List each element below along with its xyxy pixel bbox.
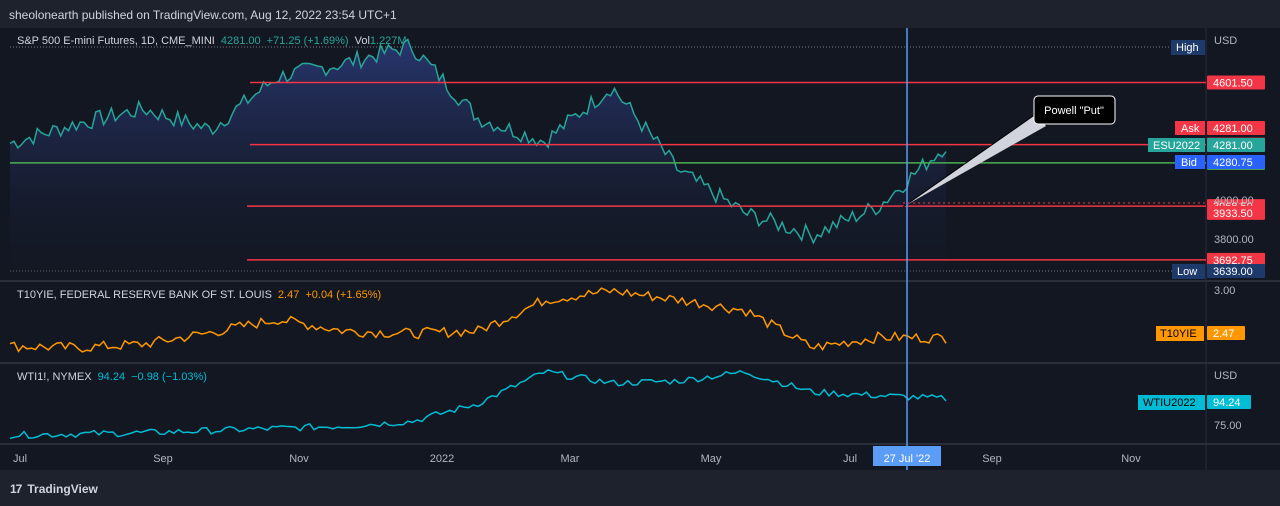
wti-price-tag: 94.24 — [1213, 397, 1241, 409]
level-price-tag-0-bg — [1207, 75, 1265, 90]
time-axis-label-1: Sep — [153, 453, 173, 465]
ask-tag-bg — [1175, 121, 1205, 135]
es-legend-vol-label: Vol — [354, 35, 370, 47]
time-axis-label-2: Nov — [289, 453, 309, 465]
t10-legend-last: 2.47 — [277, 289, 300, 301]
esu-price-tag: 4281.00 — [1213, 140, 1253, 152]
tradingview-logo-icon: 17 — [10, 482, 22, 496]
t10-price-tag-bg — [1207, 326, 1245, 340]
t10-y-tick-0: 3.00 — [1214, 285, 1235, 297]
callout-pointer-edge — [902, 113, 1037, 208]
wti-price-tag-bg — [1207, 395, 1251, 409]
wti-tag-bg — [1138, 395, 1205, 410]
time-axis-label-4: Mar — [561, 453, 580, 465]
esu-price-tag-bg — [1207, 138, 1265, 152]
t10-tag-label: T10YIE — [1160, 328, 1197, 340]
es-legend-symbol: S&P 500 E-mini Futures, 1D, CME_MINI — [17, 35, 215, 47]
es-y-tick-1: 4000.00 — [1214, 195, 1254, 207]
high-tag-label: High — [1176, 42, 1199, 54]
es-area — [10, 39, 946, 280]
low-price-tag-bg — [1207, 264, 1265, 278]
time-axis-label-0: Jul — [13, 453, 27, 465]
low-tag-bg — [1172, 264, 1205, 279]
bid-tag-bg — [1175, 155, 1205, 169]
wti-legend-symbol: WTI1!, NYMEX — [17, 371, 92, 383]
wti-series-line — [9, 369, 947, 440]
bid-price-tag: 4280.75 — [1213, 157, 1253, 169]
time-axis-label-3: 2022 — [430, 453, 454, 465]
wti-legend[interactable]: WTI1!, NYMEX 94.24 −0.98 (−1.03%) — [17, 371, 207, 383]
callout-box — [1033, 95, 1116, 125]
published-caption: sheolonearth published on TradingView.co… — [9, 8, 397, 22]
esu-tag-label: ESU2022 — [1153, 140, 1200, 152]
tradingview-brand-name: TradingView — [27, 482, 98, 496]
t10-legend[interactable]: T10YIE, FEDERAL RESERVE BANK OF ST. LOUI… — [17, 289, 381, 301]
ask-price-tag-bg — [1207, 121, 1265, 135]
level-price-tag-5-bg — [1207, 252, 1265, 267]
esu-tag-bg — [1148, 138, 1205, 152]
level-price-tag-4: 3933.50 — [1213, 208, 1253, 220]
crosshair-time-label: 27 Jul '22 — [884, 453, 931, 465]
time-axis-label-8: Nov — [1121, 453, 1141, 465]
wti-legend-change: −0.98 (−1.03%) — [131, 371, 207, 383]
t10-series-line — [9, 287, 947, 353]
level-price-tag-5: 3692.75 — [1213, 255, 1253, 267]
wti-currency-label: USD — [1214, 370, 1237, 382]
ask-tag-label: Ask — [1181, 123, 1200, 135]
bid-tag-label: Bid — [1181, 157, 1197, 169]
callout-pointer — [903, 114, 1046, 207]
callout-label: Powell "Put" — [1044, 105, 1104, 117]
tradingview-logo[interactable]: 17 TradingView — [10, 482, 98, 496]
es-legend[interactable]: S&P 500 E-mini Futures, 1D, CME_MINI 428… — [17, 35, 407, 47]
time-axis-label-7: Sep — [982, 453, 1002, 465]
ask-price-tag: 4281.00 — [1213, 123, 1253, 135]
es-legend-change: +71.25 (+1.69%) — [266, 35, 349, 47]
header-bar: sheolonearth published on TradingView.co… — [0, 0, 1280, 28]
t10-legend-change: +0.04 (+1.65%) — [305, 289, 382, 301]
low-tag-label: Low — [1177, 266, 1197, 278]
es-legend-last: 4281.00 — [220, 35, 261, 47]
high-tag-bg — [1171, 40, 1205, 55]
t10-price-tag: 2.47 — [1213, 328, 1234, 340]
time-axis-label-6: Jul — [843, 453, 857, 465]
wti-legend-last: 94.24 — [97, 371, 126, 383]
t10-legend-symbol: T10YIE, FEDERAL RESERVE BANK OF ST. LOUI… — [17, 289, 272, 301]
es-series-line — [9, 38, 947, 245]
time-axis-label-5: May — [701, 453, 722, 465]
es-y-tick-0: 3800.00 — [1214, 234, 1254, 246]
es-legend-vol: 1.227M — [369, 35, 407, 47]
bid-price-tag-bg — [1207, 155, 1265, 169]
level-price-tag-0: 4601.50 — [1213, 77, 1253, 89]
wti-y-tick-0: 75.00 — [1214, 420, 1242, 432]
crosshair-time-bg — [873, 446, 941, 466]
footer-bar — [0, 470, 1280, 506]
low-price-tag: 3639.00 — [1213, 266, 1253, 278]
t10-tag-bg — [1156, 326, 1204, 341]
wti-tag-label: WTIU2022 — [1143, 397, 1196, 409]
level-price-tag-4-bg — [1207, 205, 1265, 220]
es-currency-label: USD — [1214, 35, 1237, 47]
